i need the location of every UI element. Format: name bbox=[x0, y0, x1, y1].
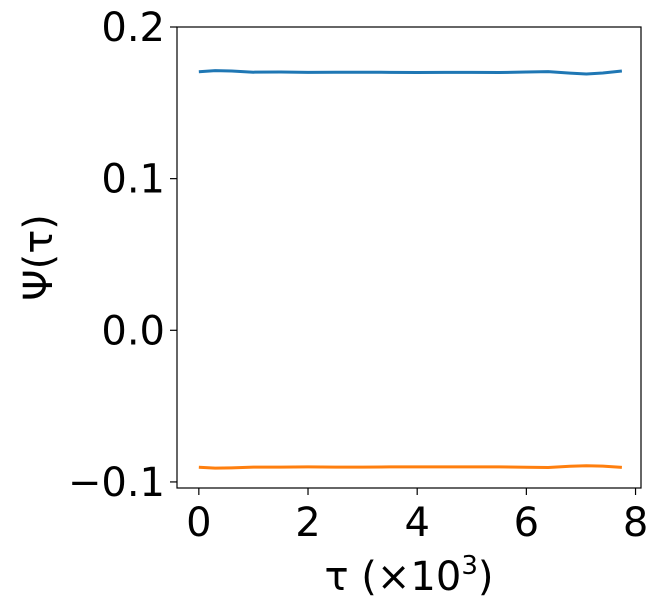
x-tick-label: 6 bbox=[514, 500, 539, 546]
y-axis-label: Ψ(τ) bbox=[16, 214, 62, 301]
y-tick-label: −0.1 bbox=[68, 460, 165, 506]
x-axis-label-main: τ (×10 bbox=[325, 554, 462, 600]
x-tick-label: 8 bbox=[623, 500, 648, 546]
ticks-layer: 0 2 4 6 8 −0.1 0.0 0.1 0.2 bbox=[68, 5, 648, 546]
x-axis-label: τ (×103) bbox=[325, 551, 494, 600]
x-axis-label-close: ) bbox=[478, 554, 494, 600]
x-axis-label-exponent: 3 bbox=[461, 551, 478, 581]
x-tick-label: 0 bbox=[186, 500, 211, 546]
x-tick-label: 4 bbox=[404, 500, 429, 546]
y-tick-label: 0.2 bbox=[101, 5, 165, 51]
x-tick-label: 2 bbox=[295, 500, 320, 546]
y-tick-label: 0.0 bbox=[101, 308, 165, 354]
series-layer bbox=[198, 69, 623, 470]
y-tick-label: 0.1 bbox=[101, 157, 165, 203]
plot-area-frame bbox=[176, 26, 642, 489]
series-line-2 bbox=[198, 464, 622, 470]
series-line-1 bbox=[198, 69, 623, 76]
